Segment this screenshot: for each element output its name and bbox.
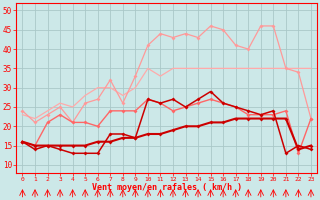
X-axis label: Vent moyen/en rafales ( km/h ): Vent moyen/en rafales ( km/h ) [92,183,242,192]
